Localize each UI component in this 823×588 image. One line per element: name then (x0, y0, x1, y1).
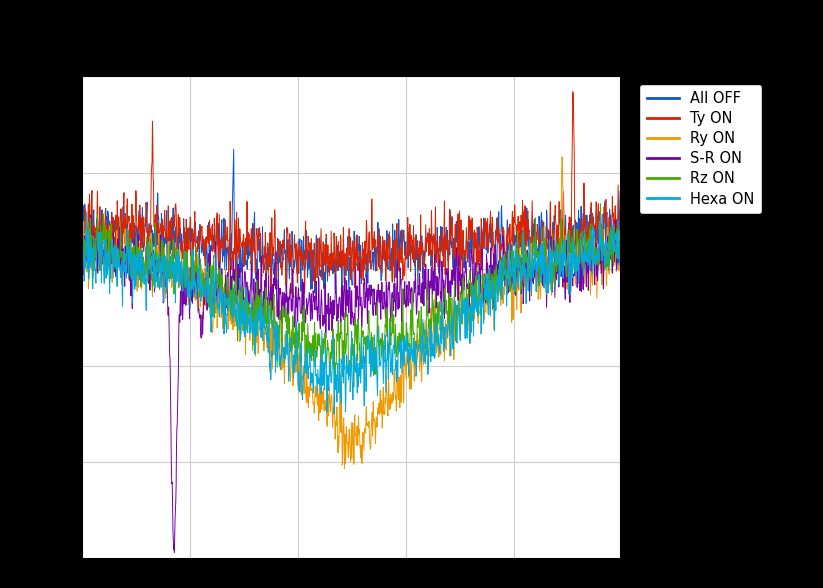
Ty ON (568, 88, 578, 95)
Rz ON (596, 200, 606, 207)
Ry ON (77, 279, 87, 286)
All OFF (77, 214, 87, 221)
Hexa ON (306, 369, 316, 376)
Ry ON (557, 153, 567, 161)
Ty ON (141, 199, 151, 206)
Ry ON (327, 395, 337, 402)
All OFF (385, 245, 395, 252)
All OFF (141, 217, 151, 224)
Line: All OFF: All OFF (82, 149, 621, 293)
All OFF (328, 258, 337, 265)
Hexa ON (385, 324, 395, 331)
Rz ON (306, 340, 316, 347)
Ry ON (306, 387, 316, 394)
Rz ON (317, 360, 327, 367)
Hexa ON (142, 307, 151, 314)
Rz ON (349, 384, 359, 391)
Ty ON (384, 250, 394, 257)
S-R ON (77, 261, 87, 268)
Ty ON (318, 270, 328, 278)
S-R ON (318, 322, 328, 329)
Hexa ON (328, 363, 337, 370)
Hexa ON (318, 373, 328, 380)
Rz ON (141, 271, 151, 278)
S-R ON (170, 549, 179, 556)
Rz ON (77, 264, 87, 271)
Ty ON (119, 189, 129, 196)
S-R ON (385, 288, 395, 295)
Ry ON (317, 388, 327, 395)
Line: S-R ON: S-R ON (82, 215, 621, 552)
All OFF (306, 251, 316, 258)
S-R ON (142, 243, 151, 250)
Ty ON (306, 235, 316, 242)
Hexa ON (77, 215, 87, 222)
Legend: All OFF, Ty ON, Ry ON, S-R ON, Rz ON, Hexa ON: All OFF, Ty ON, Ry ON, S-R ON, Rz ON, He… (639, 83, 762, 214)
Line: Ry ON: Ry ON (82, 157, 621, 469)
Ry ON (119, 251, 129, 258)
Ty ON (266, 293, 276, 300)
Line: Hexa ON: Hexa ON (82, 212, 621, 414)
Hexa ON (616, 240, 626, 248)
S-R ON (616, 259, 626, 266)
S-R ON (328, 298, 337, 305)
Hexa ON (329, 410, 339, 417)
S-R ON (119, 271, 129, 278)
Ry ON (384, 406, 394, 413)
Line: Ty ON: Ty ON (82, 92, 621, 296)
Ty ON (616, 222, 626, 229)
All OFF (229, 146, 239, 153)
Rz ON (384, 350, 394, 357)
Rz ON (327, 336, 337, 343)
S-R ON (86, 212, 95, 219)
Ry ON (141, 277, 151, 284)
Ty ON (328, 259, 337, 266)
Rz ON (119, 254, 129, 261)
All OFF (337, 290, 346, 297)
Rz ON (616, 270, 626, 278)
Hexa ON (119, 243, 129, 250)
All OFF (616, 211, 626, 218)
Ty ON (77, 207, 87, 214)
Hexa ON (81, 209, 91, 216)
Line: Rz ON: Rz ON (82, 203, 621, 387)
Ry ON (616, 285, 626, 292)
All OFF (318, 272, 328, 279)
Ry ON (340, 465, 350, 472)
All OFF (119, 226, 129, 233)
S-R ON (307, 302, 317, 309)
